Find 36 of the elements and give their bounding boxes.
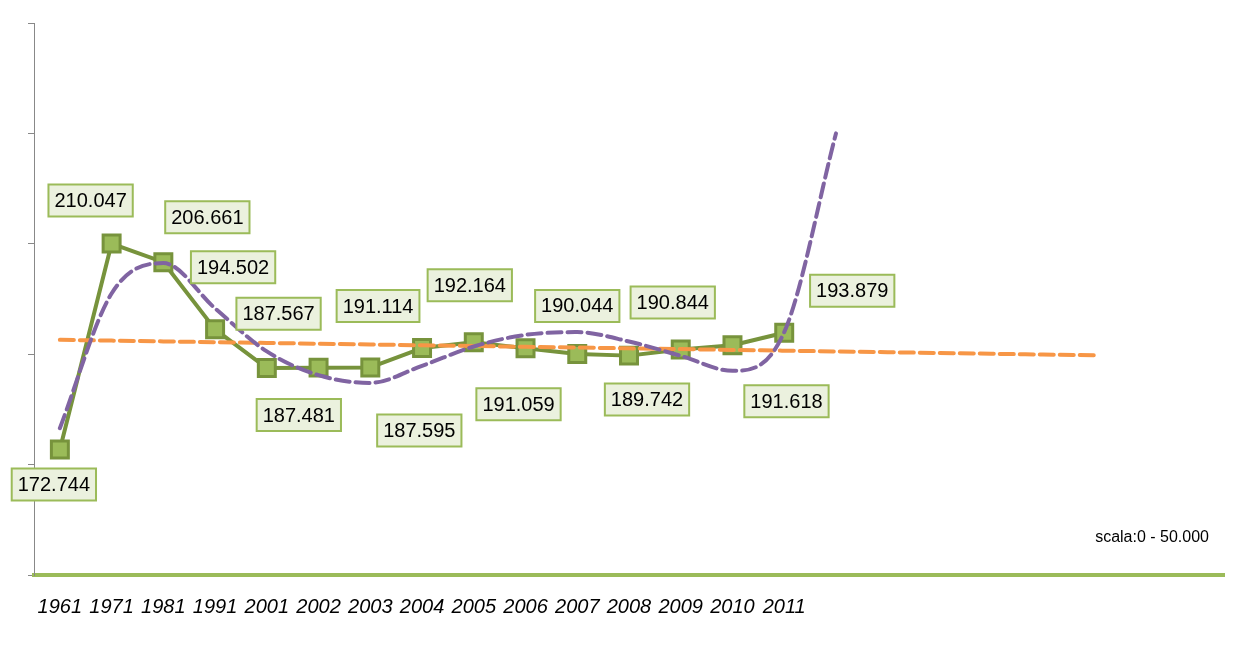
x-tick-label: 2006 (502, 594, 549, 617)
data-label: 187.567 (242, 302, 315, 325)
data-label: 192.164 (433, 273, 506, 296)
x-tick-label: 2001 (243, 594, 290, 617)
x-tick-label: 1981 (141, 594, 186, 617)
x-tick-label: 1991 (192, 594, 238, 617)
data-label: 187.595 (383, 418, 456, 441)
data-label: 172.744 (17, 472, 91, 495)
x-tick-label: 1961 (37, 594, 83, 617)
x-tick-label: 2004 (398, 594, 445, 617)
data-label: 210.047 (54, 189, 127, 212)
data-label: 206.661 (171, 205, 244, 228)
data-label: 191.114 (342, 294, 414, 317)
data-label: 191.618 (750, 389, 823, 412)
x-tick-label: 1971 (89, 594, 134, 617)
x-tick-label: 2002 (295, 594, 341, 617)
data-label: 187.481 (262, 403, 335, 426)
x-tick-label: 2003 (347, 594, 393, 617)
data-label: 190.044 (541, 294, 614, 317)
x-tick-label: 2011 (761, 594, 806, 617)
point (49, 439, 70, 460)
x-tick-label: 2009 (657, 594, 703, 617)
x-tick-label: 2010 (709, 594, 755, 617)
data-label: 191.059 (482, 392, 555, 415)
x-tick-label: 2008 (605, 594, 652, 617)
data-label: 194.502 (196, 255, 270, 278)
point (101, 233, 122, 254)
data-label: 190.844 (636, 291, 709, 314)
data-label: 189.742 (610, 388, 684, 411)
point (256, 358, 277, 379)
data-label: 193.879 (816, 279, 889, 302)
point (205, 319, 226, 340)
point (360, 357, 381, 378)
x-tick-label: 2007 (554, 594, 601, 617)
annotation: scala:0 - 50.000 (1095, 528, 1209, 546)
x-tick-label: 2005 (450, 594, 497, 617)
